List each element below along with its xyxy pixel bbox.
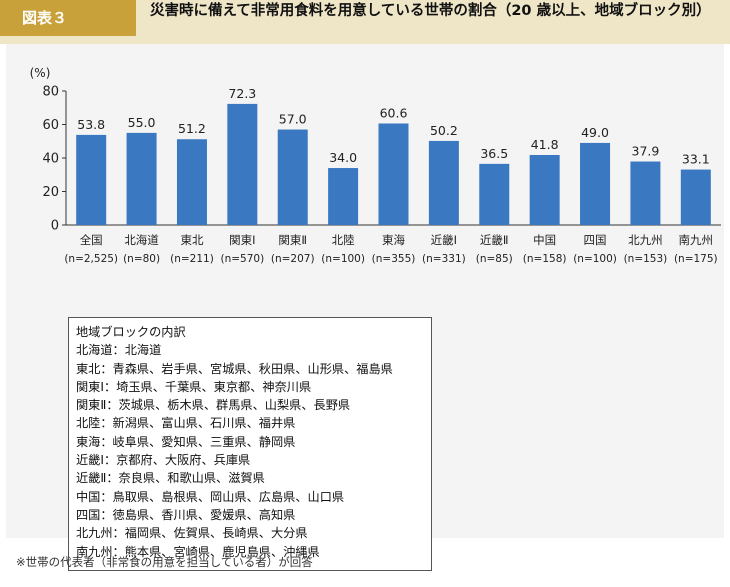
bar-value-label: 51.2 bbox=[178, 121, 206, 136]
bar-value-label: 41.8 bbox=[531, 137, 559, 152]
chart-panel: (%) 0 20 40 60 80 53.8 全国 (n=2,525) 55.0 北海道 (n=80)… bbox=[6, 44, 724, 571]
region-legend-line: 東海：岐阜県、愛知県、三重県、静岡県 bbox=[76, 434, 296, 449]
y-tick-label: 0 bbox=[51, 219, 59, 234]
y-tick-label: 80 bbox=[42, 85, 59, 100]
bar bbox=[176, 139, 207, 225]
region-legend-line: 関東Ⅰ：埼玉県、千葉県、東京都、神奈川県 bbox=[76, 379, 312, 394]
region-legend-line: 北陸：新潟県、富山県、石川県、福井県 bbox=[76, 416, 296, 431]
x-category-label: 北陸 bbox=[332, 233, 355, 247]
region-legend-line: 四国：徳島県、香川県、愛媛県、高知県 bbox=[76, 507, 296, 522]
bar bbox=[680, 169, 711, 225]
y-tick-label: 40 bbox=[42, 152, 59, 167]
y-tick-label: 20 bbox=[42, 185, 59, 200]
y-axis-unit-label: (%) bbox=[30, 66, 51, 80]
x-sample-size-label: (n=211) bbox=[170, 253, 214, 265]
x-category-label: 四国 bbox=[584, 233, 607, 247]
bar bbox=[277, 129, 308, 225]
bar bbox=[479, 163, 510, 225]
bar bbox=[428, 140, 459, 225]
x-category-label: 東海 bbox=[382, 233, 405, 247]
x-category-label: 東北 bbox=[180, 233, 203, 247]
y-tick-label: 60 bbox=[42, 118, 59, 133]
bar-chart: (%) 0 20 40 60 80 53.8 全国 (n=2,525) 55.0 北海道 (n=80)… bbox=[30, 66, 721, 265]
x-sample-size-label: (n=80) bbox=[123, 253, 160, 265]
bar-value-label: 55.0 bbox=[128, 115, 156, 130]
bar bbox=[76, 134, 107, 225]
x-category-label: 北海道 bbox=[124, 233, 159, 247]
bar bbox=[630, 161, 661, 225]
bar-value-label: 50.2 bbox=[430, 123, 458, 138]
x-sample-size-label: (n=2,525) bbox=[64, 253, 118, 265]
region-legend-line: 近畿Ⅰ：京都府、大阪府、兵庫県 bbox=[76, 453, 251, 468]
bar bbox=[227, 103, 258, 225]
bar-value-label: 37.9 bbox=[632, 144, 660, 159]
region-legend-line: 北海道：北海道 bbox=[76, 343, 162, 358]
region-legend-line: 中国：鳥取県、島根県、岡山県、広島県、山口県 bbox=[76, 489, 345, 504]
x-sample-size-label: (n=570) bbox=[221, 253, 265, 265]
bar bbox=[328, 168, 359, 225]
region-legend-line: 関東Ⅱ：茨城県、栃木県、群馬県、山梨県、長野県 bbox=[76, 398, 351, 413]
bar bbox=[126, 132, 157, 225]
x-sample-size-label: (n=100) bbox=[321, 253, 365, 265]
figure-label: 図表３ bbox=[0, 0, 136, 36]
x-category-label: 近畿Ⅰ bbox=[431, 233, 457, 247]
x-category-label: 近畿Ⅱ bbox=[480, 233, 509, 247]
x-category-label: 関東Ⅱ bbox=[278, 233, 307, 247]
x-sample-size-label: (n=207) bbox=[271, 253, 315, 265]
x-category-label: 関東Ⅰ bbox=[229, 233, 255, 247]
bar-value-label: 33.1 bbox=[682, 152, 710, 167]
x-sample-size-label: (n=355) bbox=[372, 253, 416, 265]
bar bbox=[529, 154, 560, 225]
bar-value-label: 34.0 bbox=[329, 150, 357, 165]
x-sample-size-label: (n=158) bbox=[523, 253, 567, 265]
x-sample-size-label: (n=85) bbox=[476, 253, 513, 265]
bar-value-label: 49.0 bbox=[581, 125, 609, 140]
region-legend-line: 近畿Ⅱ：奈良県、和歌山県、滋賀県 bbox=[76, 471, 265, 486]
x-sample-size-label: (n=100) bbox=[573, 253, 617, 265]
region-legend-line: 東北：青森県、岩手県、宮城県、秋田県、山形県、福島県 bbox=[76, 361, 393, 376]
bar-value-label: 60.6 bbox=[380, 105, 408, 120]
figure-header: 図表３ 災害時に備えて非常用食料を用意している世帯の割合（20 歳以上、地域ブロ… bbox=[0, 0, 730, 44]
bar-value-label: 57.0 bbox=[279, 112, 307, 127]
bar bbox=[378, 123, 409, 225]
region-legend-line: 北九州：福岡県、佐賀県、長崎県、大分県 bbox=[76, 526, 308, 541]
region-legend-title: 地域ブロックの内訳 bbox=[76, 325, 186, 339]
x-sample-size-label: (n=175) bbox=[674, 253, 718, 265]
x-category-label: 全国 bbox=[80, 233, 103, 247]
footnote: ※世帯の代表者（非常食の用意を担当している者）が回答 bbox=[16, 555, 313, 569]
x-sample-size-label: (n=331) bbox=[422, 253, 466, 265]
bar-value-label: 53.8 bbox=[77, 117, 105, 132]
bar bbox=[580, 142, 611, 225]
x-category-label: 北九州 bbox=[628, 233, 663, 247]
x-sample-size-label: (n=153) bbox=[624, 253, 668, 265]
x-category-label: 中国 bbox=[533, 233, 556, 247]
region-legend-line: 南九州：熊本県、宮崎県、鹿児島県、沖縄県 bbox=[76, 544, 320, 559]
bar-value-label: 36.5 bbox=[480, 146, 508, 161]
x-category-label: 南九州 bbox=[679, 233, 714, 247]
region-legend-box: 地域ブロックの内訳 北海道：北海道東北：青森県、岩手県、宮城県、秋田県、山形県、… bbox=[68, 317, 432, 571]
bar-value-label: 72.3 bbox=[228, 86, 256, 101]
chart-title: 災害時に備えて非常用食料を用意している世帯の割合（20 歳以上、地域ブロック別） bbox=[150, 3, 711, 19]
